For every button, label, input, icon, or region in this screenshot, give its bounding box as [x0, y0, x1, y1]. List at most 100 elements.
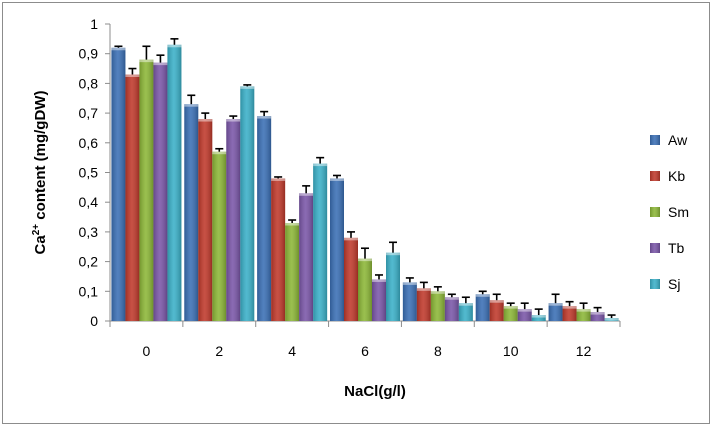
bar-shading — [372, 279, 386, 321]
bar-top-highlight — [330, 178, 344, 181]
bar-top-highlight — [139, 59, 154, 63]
bar-top-highlight — [475, 294, 490, 297]
y-axis-title-main: Ca — [32, 235, 49, 255]
y-tick-label: 0 — [90, 313, 98, 329]
bar-shading — [285, 222, 300, 321]
bars — [111, 38, 619, 322]
bar-shading — [313, 163, 328, 321]
bar-shading — [111, 47, 126, 321]
bar-shading — [430, 291, 445, 321]
y-tick-label: 0,3 — [79, 224, 99, 240]
x-tick-label: 6 — [361, 343, 369, 359]
bar-top-highlight — [184, 104, 199, 107]
bar-top-highlight — [372, 279, 386, 282]
legend-swatch-shading — [650, 171, 660, 181]
bar-top-highlight — [299, 193, 314, 196]
x-tick-label: 4 — [288, 343, 296, 359]
y-tick-label: 0,1 — [79, 283, 99, 299]
bar-top-highlight — [313, 163, 328, 167]
bar-top-highlight — [458, 303, 473, 306]
bar-top-highlight — [358, 258, 372, 262]
legend-label: Kb — [668, 168, 685, 184]
bar-shading — [153, 62, 168, 322]
bar-top-highlight — [257, 116, 272, 119]
bar-top-highlight — [604, 318, 619, 321]
bar-shading — [226, 119, 241, 321]
bar-shading — [240, 86, 255, 322]
y-axis-title: Ca2+ content (mg/gDW) — [31, 91, 49, 255]
bar-shading — [590, 312, 605, 321]
bar-shading — [257, 116, 272, 321]
x-tick-label: 2 — [215, 343, 223, 359]
bar-shading — [503, 306, 518, 321]
bar-top-highlight — [576, 309, 591, 312]
bar-top-highlight — [386, 252, 400, 256]
bar-top-highlight — [517, 309, 532, 312]
bar-top-highlight — [212, 151, 227, 155]
bar-top-highlight — [198, 119, 213, 122]
legend-label: Sm — [668, 204, 689, 220]
bar-top-highlight — [489, 300, 504, 303]
legend-swatch-shading — [650, 279, 660, 289]
bar-top-highlight — [402, 282, 417, 285]
bar-shading — [271, 178, 286, 321]
y-tick-label: 0,9 — [79, 46, 99, 62]
y-tick-label: 1 — [90, 16, 98, 32]
legend-swatch-shading — [650, 207, 660, 217]
legend-label: Aw — [668, 132, 688, 148]
bar-shading — [167, 44, 182, 321]
legend-swatch-shading — [650, 135, 660, 145]
y-tick-label: 0,5 — [79, 165, 99, 181]
y-axis: 0 0,1 0,2 0,3 0,4 0,5 0,6 0,7 0,8 0,9 1 — [79, 16, 111, 329]
bar-top-highlight — [111, 47, 126, 51]
bar-top-highlight — [344, 237, 358, 241]
bar-shading — [548, 303, 563, 321]
bar-shading — [531, 315, 546, 321]
bar-top-highlight — [271, 178, 286, 181]
x-tick-label: 8 — [434, 343, 442, 359]
bar-shading — [562, 306, 577, 321]
bar-shading — [444, 297, 459, 321]
bar-top-highlight — [285, 222, 300, 226]
bar-top-highlight — [531, 315, 546, 318]
bar-shading — [458, 303, 473, 321]
bar-top-highlight — [153, 62, 168, 66]
bar-top-highlight — [226, 119, 241, 122]
bar-top-highlight — [590, 312, 605, 315]
bar-top-highlight — [503, 306, 518, 309]
y-tick-label: 0,6 — [79, 135, 99, 151]
bar-shading — [475, 294, 490, 321]
x-tick-label: 10 — [503, 343, 519, 359]
bar-shading — [330, 178, 344, 321]
bar-top-highlight — [548, 303, 563, 306]
legend-label: Tb — [668, 240, 685, 256]
bar-shading — [198, 119, 213, 321]
y-axis-title-rest: content (mg/gDW) — [32, 91, 49, 224]
x-tick-label: 0 — [143, 343, 151, 359]
bar-top-highlight — [167, 44, 182, 48]
bar-top-highlight — [444, 297, 459, 300]
bar-shading — [489, 300, 504, 321]
bar-shading — [517, 309, 532, 321]
bar-top-highlight — [562, 306, 577, 309]
bar-shading — [604, 318, 619, 321]
x-axis: 0 2 4 6 8 10 12 — [109, 320, 621, 359]
bar-shading — [402, 282, 417, 321]
legend-swatch-shading — [650, 243, 660, 253]
bar-top-highlight — [240, 86, 255, 89]
bar-shading — [299, 193, 314, 321]
y-tick-label: 0,2 — [79, 254, 99, 270]
x-axis-title: NaCl(g/l) — [344, 383, 406, 400]
y-tick-label: 0,4 — [79, 194, 99, 210]
bar-shading — [212, 151, 227, 321]
x-tick-label: 12 — [576, 343, 592, 359]
bar-shading — [139, 59, 154, 321]
bar-top-highlight — [430, 291, 445, 294]
bar-shading — [358, 258, 372, 321]
y-tick-label: 0,7 — [79, 105, 99, 121]
bar-shading — [184, 104, 199, 321]
bar-top-highlight — [125, 74, 140, 77]
bar-shading — [386, 252, 400, 321]
bar-shading — [416, 288, 431, 321]
